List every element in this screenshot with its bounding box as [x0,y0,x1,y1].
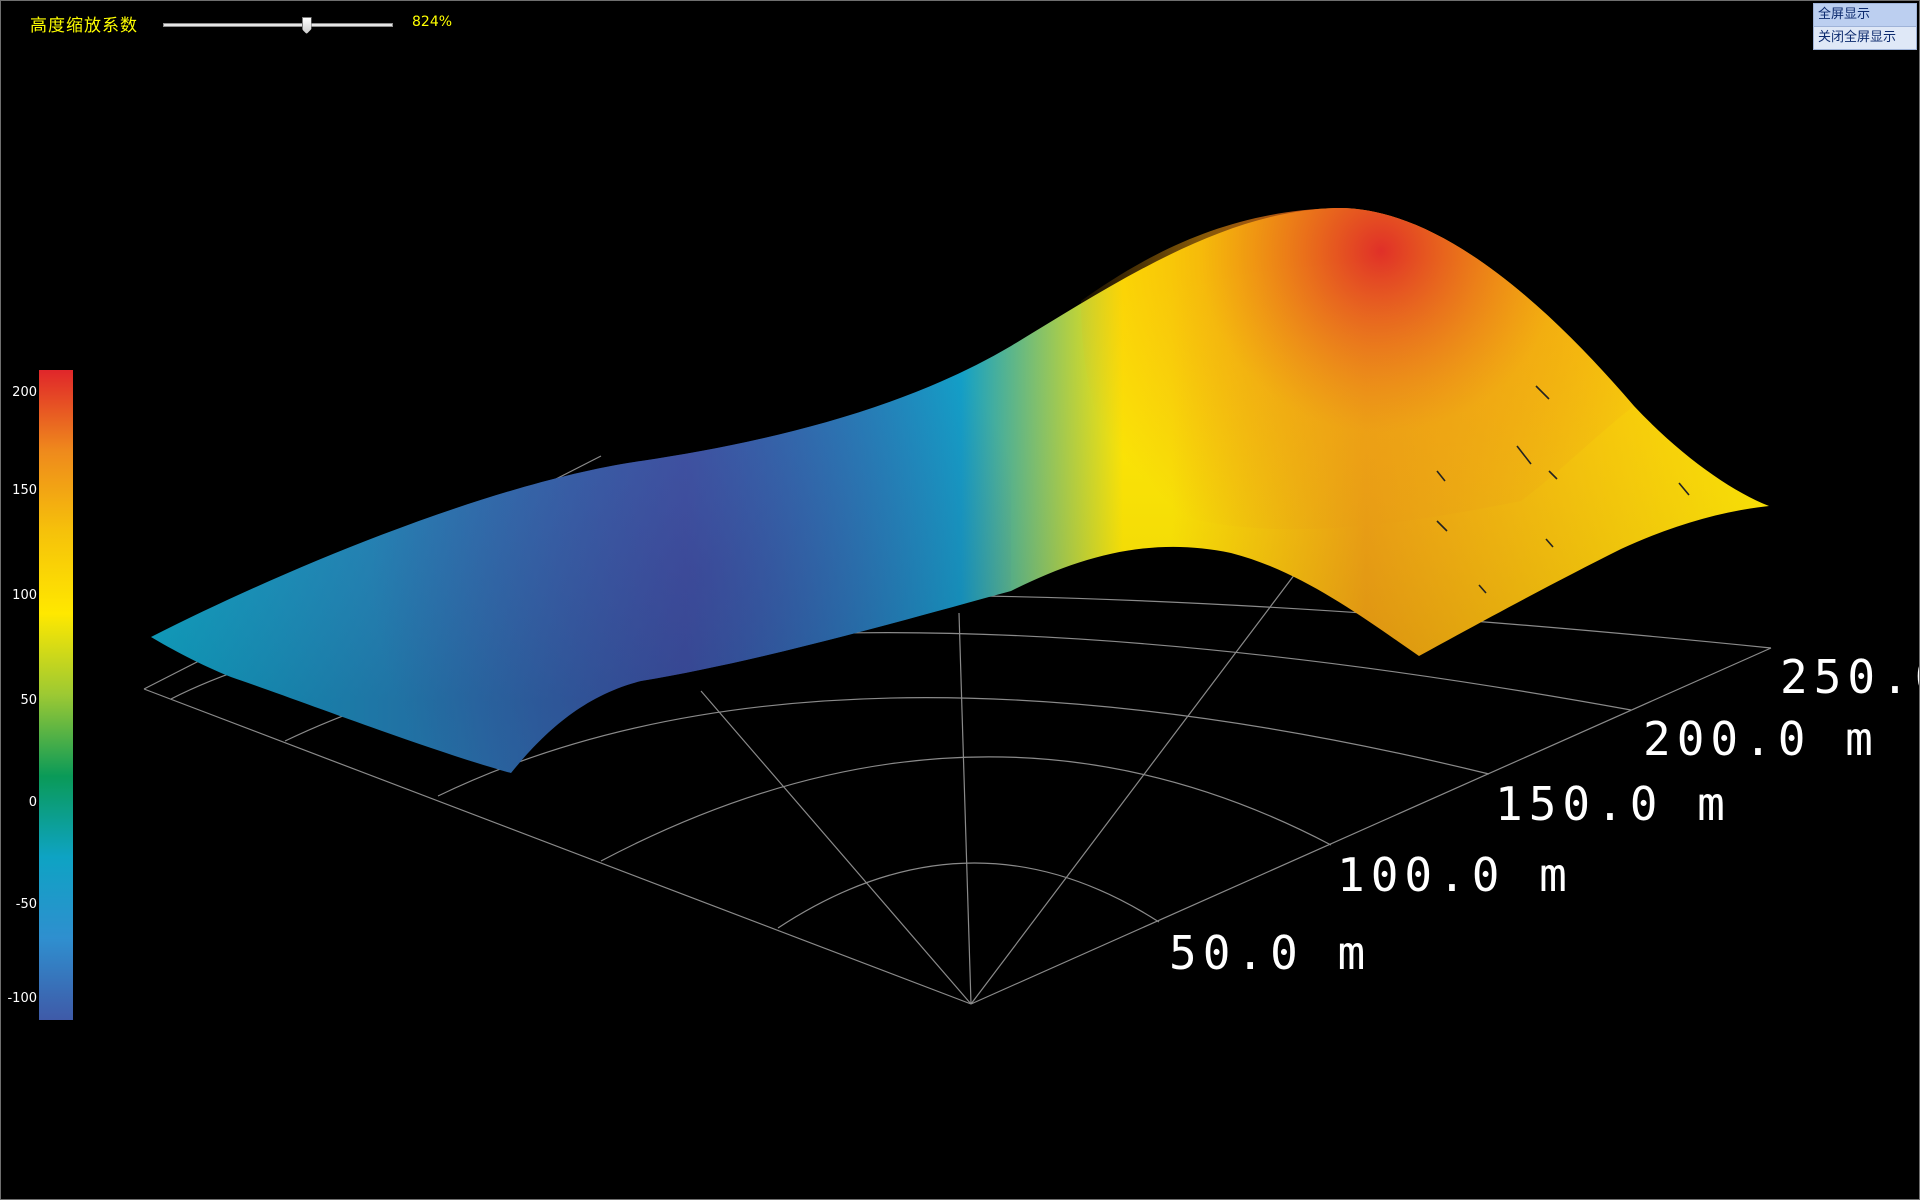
exit-fullscreen-button[interactable]: 关闭全屏显示 [1818,30,1897,45]
fullscreen-button[interactable]: 全屏显示 [1814,4,1916,27]
range-label-100: 100.0 m [1337,848,1573,902]
legend-tick: 50 [20,693,37,708]
legend-tick: 200 [12,385,37,400]
legend-tick: 100 [12,588,37,603]
legend-tick: -100 [7,991,37,1006]
range-label-50: 50.0 m [1169,926,1371,980]
range-label-150: 150.0 m [1495,777,1731,831]
range-label-250: 250.0 m [1780,650,1919,704]
terrain-surface [151,207,1769,774]
height-scale-label: 高度缩放系数 [30,16,138,36]
legend-tick: 0 [28,795,37,810]
slider-thumb[interactable] [301,17,312,34]
slider-track[interactable] [163,23,393,27]
legend-tick: 150 [12,483,37,498]
height-color-legend [39,370,73,1020]
range-label-200: 200.0 m [1643,712,1879,766]
height-scale-value: 824% [412,14,453,30]
height-scale-slider[interactable] [163,17,393,34]
range-labels: 50.0 m 100.0 m 150.0 m 200.0 m 250.0 m [1169,650,1919,980]
legend-tick: -50 [15,897,37,912]
fullscreen-panel: 全屏显示 关闭全屏显示 [1813,3,1917,50]
